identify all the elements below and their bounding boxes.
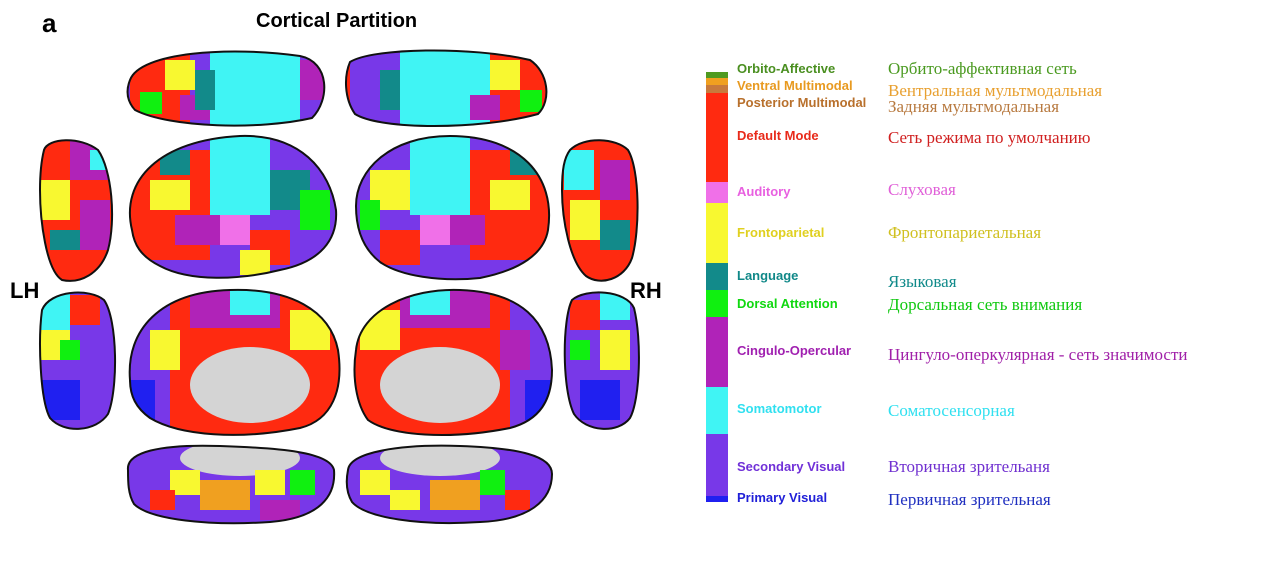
legend-label-language: Language bbox=[737, 268, 799, 283]
legend-translation-dorsal-attention: Дорсальная сеть внимания bbox=[888, 295, 1083, 314]
legend-swatch-cingulo-opercular bbox=[706, 317, 728, 387]
legend-swatch-default-mode bbox=[706, 93, 728, 182]
legend-label-posterior-multimodal: Posterior Multimodal bbox=[737, 95, 867, 110]
brain-surface-views bbox=[38, 49, 640, 525]
lateral-view-right bbox=[356, 136, 550, 280]
legend-swatch-frontoparietal bbox=[706, 203, 728, 263]
legend-translation-primary-visual: Первичная зрительная bbox=[888, 490, 1051, 509]
legend-translation-somatomotor: Соматосенсорная bbox=[888, 401, 1015, 420]
legend-label-frontoparietal: Frontoparietal bbox=[737, 225, 825, 240]
legend-swatch-primary-visual bbox=[706, 496, 728, 502]
legend-swatch-posterior-multimodal bbox=[706, 85, 728, 93]
legend-label-dorsal-attention: Dorsal Attention bbox=[737, 296, 838, 311]
dorsal-view-right bbox=[345, 50, 547, 126]
ventral-view-right bbox=[346, 445, 552, 524]
legend-swatch-dorsal-attention bbox=[706, 290, 728, 317]
legend-translation-language: Языковая bbox=[888, 272, 957, 291]
anterior-view-right bbox=[562, 140, 638, 281]
legend-swatch-secondary-visual bbox=[706, 434, 728, 496]
legend-label-orbito-affective: Orbito-Affective bbox=[737, 61, 836, 76]
legend-translation-posterior-multimodal: Задняя мультмодальная bbox=[888, 97, 1060, 116]
legend-translation-default-mode: Сеть режима по умолчанию bbox=[888, 128, 1091, 147]
lateral-view-left bbox=[129, 135, 337, 278]
legend-translation-orbito-affective: Орбито-аффективная сеть bbox=[888, 59, 1077, 78]
panel-letter: a bbox=[42, 8, 57, 38]
legend-label-secondary-visual: Secondary Visual bbox=[737, 459, 846, 474]
ventral-view-left bbox=[127, 445, 335, 524]
legend-translation-frontoparietal: Фронтопариетальная bbox=[888, 223, 1042, 242]
left-hemisphere-label: LH bbox=[10, 278, 40, 303]
anterior-view-left bbox=[40, 140, 113, 281]
legend-label-somatomotor: Somatomotor bbox=[737, 401, 822, 416]
legend-translation-cingulo-opercular: Цингуло-оперкулярная - сеть значимости bbox=[888, 345, 1188, 364]
legend-label-ventral-multimodal: Ventral Multimodal bbox=[737, 78, 853, 93]
medial-view-left bbox=[129, 289, 340, 435]
posterior-view-right bbox=[564, 292, 639, 429]
legend-translation-ventral-multimodal: Вентральная мультмодальная bbox=[888, 81, 1103, 100]
legend-label-default-mode: Default Mode bbox=[737, 128, 819, 143]
right-hemisphere-label: RH bbox=[630, 278, 662, 303]
figure-title: Cortical Partition bbox=[256, 10, 418, 32]
legend-translation-auditory: Слуховая bbox=[888, 180, 956, 199]
legend-swatch-language bbox=[706, 263, 728, 290]
legend-swatch-orbito-affective bbox=[706, 72, 728, 78]
legend-translation-secondary-visual: Вторичная зрительаня bbox=[888, 457, 1050, 476]
legend-swatch-ventral-multimodal bbox=[706, 78, 728, 85]
legend-swatch-somatomotor bbox=[706, 387, 728, 434]
legend-swatch-auditory bbox=[706, 182, 728, 203]
legend-label-cingulo-opercular: Cingulo-Opercular bbox=[737, 343, 852, 358]
legend-label-primary-visual: Primary Visual bbox=[737, 490, 828, 505]
legend-label-auditory: Auditory bbox=[737, 184, 791, 199]
